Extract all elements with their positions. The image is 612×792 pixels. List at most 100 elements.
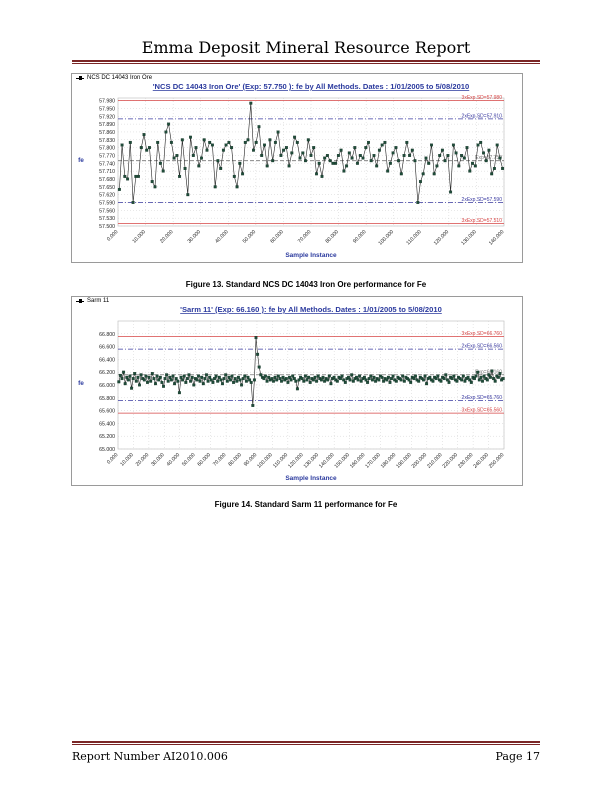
data-point xyxy=(205,373,208,377)
data-point xyxy=(316,374,320,378)
data-point xyxy=(374,379,378,383)
y-tick-label: 65.800 xyxy=(99,396,115,402)
y-axis-label: fe xyxy=(78,380,84,387)
data-point xyxy=(249,101,253,105)
reference-line-label: 2xExp.SD=66.560 xyxy=(462,344,503,350)
data-point xyxy=(134,174,138,178)
reference-line-label: Exp=57.750 xyxy=(475,155,502,161)
data-point xyxy=(498,372,502,375)
data-point xyxy=(189,135,192,139)
x-tick-label: 80.000 xyxy=(325,229,341,245)
data-point xyxy=(219,167,223,170)
data-point xyxy=(421,172,425,176)
x-tick-label: 220.000 xyxy=(442,452,460,470)
y-tick-label: 57.560 xyxy=(99,208,115,214)
chart-tab-label: Sarm 11 xyxy=(87,298,110,304)
data-point xyxy=(380,375,384,379)
data-point xyxy=(501,167,505,170)
data-point xyxy=(262,377,266,381)
y-tick-label: 65.200 xyxy=(99,434,115,440)
data-point xyxy=(442,377,446,381)
data-point xyxy=(306,138,310,142)
data-point xyxy=(377,148,381,152)
data-point xyxy=(149,379,153,383)
data-point xyxy=(450,377,454,381)
data-point xyxy=(276,374,280,378)
data-point xyxy=(388,380,392,384)
data-point xyxy=(350,156,354,160)
data-point xyxy=(241,172,245,176)
data-point xyxy=(273,375,277,379)
data-point xyxy=(201,382,205,386)
data-point xyxy=(444,373,448,377)
x-tick-label: 170.000 xyxy=(364,452,382,470)
data-point xyxy=(414,374,417,378)
data-point xyxy=(321,375,325,379)
data-point xyxy=(120,143,124,147)
data-point xyxy=(335,379,339,383)
data-point xyxy=(291,374,295,378)
x-tick-label: 180.000 xyxy=(380,452,398,470)
x-tick-label: 30.000 xyxy=(150,452,166,468)
data-point xyxy=(391,151,395,155)
data-point xyxy=(495,143,499,147)
data-point xyxy=(252,378,256,382)
x-tick-label: 150.000 xyxy=(334,452,352,470)
data-point xyxy=(197,374,200,378)
data-point xyxy=(219,378,223,382)
data-point xyxy=(169,378,173,382)
data-point xyxy=(175,154,179,157)
data-point xyxy=(222,377,226,381)
data-point xyxy=(117,187,121,191)
data-point xyxy=(243,140,247,144)
data-point xyxy=(205,148,209,152)
data-point xyxy=(353,146,357,150)
data-point xyxy=(213,185,217,189)
data-point xyxy=(248,378,252,382)
data-point xyxy=(427,161,431,165)
data-point xyxy=(270,377,274,381)
data-point xyxy=(498,156,502,160)
data-point xyxy=(144,374,148,378)
data-point xyxy=(232,380,236,384)
data-point xyxy=(438,154,442,157)
data-point xyxy=(417,379,421,383)
data-point xyxy=(128,374,132,378)
data-point xyxy=(469,380,473,384)
data-point xyxy=(213,377,216,381)
data-point xyxy=(375,164,379,168)
data-point xyxy=(230,146,234,150)
x-tick-label: 120.000 xyxy=(287,452,305,470)
chart-svg: 'Sarm 11' (Exp: 66.160 ): fe by All Meth… xyxy=(78,305,506,482)
data-point xyxy=(309,154,313,157)
data-point xyxy=(348,378,352,382)
data-point xyxy=(202,138,206,142)
data-point xyxy=(383,140,387,144)
data-point xyxy=(260,154,264,157)
data-point xyxy=(424,156,428,160)
data-point xyxy=(131,377,135,381)
data-point xyxy=(200,156,203,160)
data-point xyxy=(165,373,169,377)
data-point xyxy=(265,164,269,168)
data-point xyxy=(423,374,427,378)
x-tick-label: 250.000 xyxy=(488,452,506,470)
data-point xyxy=(326,378,330,382)
data-point xyxy=(386,169,390,173)
data-point xyxy=(126,177,130,181)
data-point xyxy=(134,379,138,383)
data-point xyxy=(370,378,374,382)
data-point xyxy=(358,154,362,157)
data-point xyxy=(190,375,194,379)
data-point xyxy=(154,382,157,386)
data-point xyxy=(297,378,301,382)
data-point xyxy=(267,375,271,379)
data-point xyxy=(317,161,321,165)
data-point xyxy=(468,169,472,173)
data-point xyxy=(176,379,180,383)
data-point xyxy=(298,156,302,160)
data-point xyxy=(419,180,422,184)
data-point xyxy=(156,140,160,144)
data-point xyxy=(264,374,267,378)
data-point xyxy=(123,174,127,178)
